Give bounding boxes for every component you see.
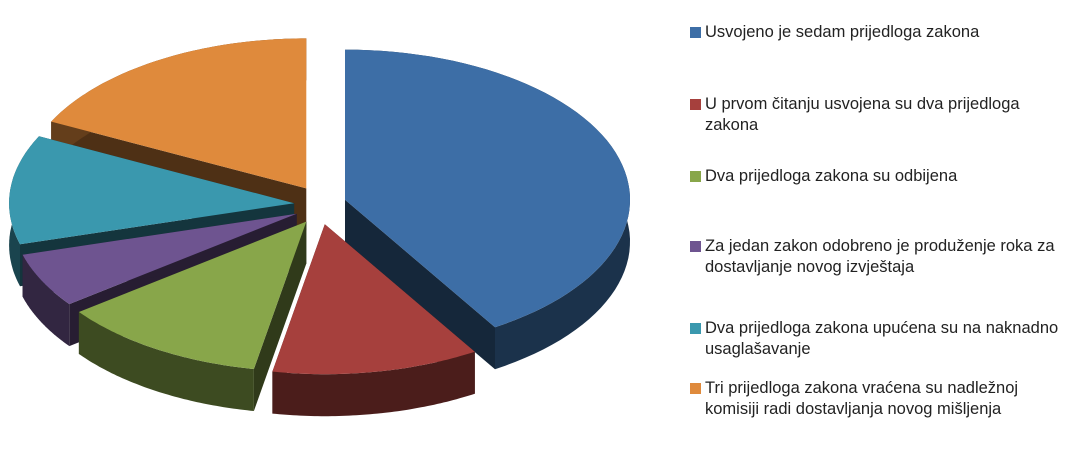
slice xyxy=(272,224,475,417)
slice-top xyxy=(78,221,307,369)
legend-swatch xyxy=(690,241,701,252)
slice-top xyxy=(22,213,297,305)
legend-swatch xyxy=(690,99,701,110)
slice xyxy=(345,49,630,370)
legend-label: Dva prijedloga zakona upućena su na nakn… xyxy=(705,319,1059,358)
legend-label: Dva prijedloga zakona su odbijena xyxy=(705,167,958,185)
slice-wall xyxy=(345,199,495,370)
legend-item: Usvojeno je sedam prijedloga zakona xyxy=(690,22,1065,43)
chart xyxy=(9,38,630,417)
legend-swatch xyxy=(690,383,701,394)
slice-wall xyxy=(253,221,307,411)
legend-label: Tri prijedloga zakona vraćena su nadležn… xyxy=(705,379,1019,418)
slice xyxy=(78,221,307,411)
legend-item: U prvom čitanju usvojena su dva prijedlo… xyxy=(690,94,1065,136)
slice-side xyxy=(272,351,475,417)
legend-label: U prvom čitanju usvojena su dva prijedlo… xyxy=(705,95,1020,134)
legend-item: Dva prijedloga zakona upućena su na nakn… xyxy=(690,318,1065,360)
legend-label: Za jedan zakon odobreno je produženje ro… xyxy=(705,237,1055,276)
slice-top xyxy=(51,38,307,189)
slice-top xyxy=(272,224,475,375)
legend-label: Usvojeno je sedam prijedloga zakona xyxy=(705,23,980,41)
legend-item: Za jedan zakon odobreno je produženje ro… xyxy=(690,236,1065,278)
legend-swatch xyxy=(690,171,701,182)
legend-swatch xyxy=(690,27,701,38)
slice-top xyxy=(345,49,630,328)
legend: Usvojeno je sedam prijedloga zakona U prv… xyxy=(690,0,1076,452)
slice-side xyxy=(22,254,70,347)
legend-item: Dva prijedloga zakona su odbijena xyxy=(690,166,1065,187)
legend-item: Tri prijedloga zakona vraćena su nadležn… xyxy=(690,378,1065,420)
legend-swatch xyxy=(690,323,701,334)
slice-top xyxy=(9,136,295,245)
slice-side xyxy=(78,312,254,411)
